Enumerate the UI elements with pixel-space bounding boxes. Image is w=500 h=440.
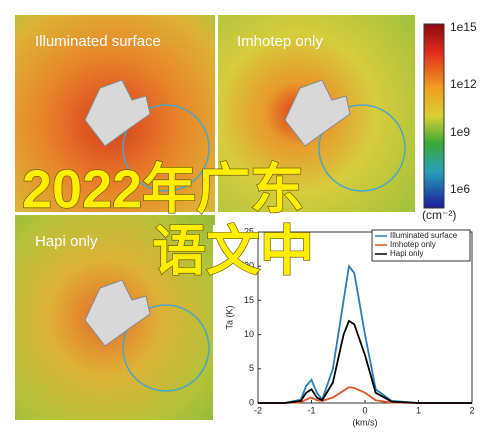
y-tick-label: 0 [249,397,254,407]
series-line [258,386,472,404]
legend-box [371,229,471,262]
legend-label: Imhotep only [390,240,436,249]
orbit [318,104,406,192]
x-tick-label: 0 [362,405,367,415]
colorbar-tick: 1e15 [450,20,477,34]
colorbar [423,23,445,209]
series-line [258,264,472,404]
x-tick-label: -2 [254,405,262,415]
series-line [258,319,472,404]
orbit [122,104,210,192]
y-tick-label: 5 [249,363,254,373]
y-tick-label: 10 [244,329,254,339]
x-tick-label: 1 [416,405,421,415]
panel: Illuminated surface [15,15,215,212]
panel-label: Imhotep only [237,33,323,50]
comet [284,79,351,147]
colorbar-tick: 1e12 [450,77,477,91]
overlay-text: 2022年广东 [22,159,304,219]
y-axis-label: Ta (K) [224,305,234,329]
colorbar-tick: 1e9 [450,125,470,139]
panel-label: Hapi only [35,233,98,250]
legend-label: Hapi only [390,249,423,258]
y-tick-label: 25 [244,226,254,236]
orbit [122,304,210,392]
panel-label: Illuminated surface [35,33,161,50]
legend-label: Illuminated surface [390,231,458,240]
overlay-text: 语文中 [152,221,314,281]
comet [84,279,151,347]
colorbar-tick: 1e6 [450,182,470,196]
y-tick-label: 20 [244,261,254,271]
x-axis-label: (km/s) [353,417,378,427]
y-tick-label: 15 [244,295,254,305]
colorbar-unit: (cm⁻²) [422,208,456,222]
panel: Imhotep only [218,15,415,212]
comet [84,79,151,147]
x-tick-label: 2 [469,405,474,415]
panel: Hapi only [15,215,215,420]
x-tick-label: -1 [307,405,315,415]
